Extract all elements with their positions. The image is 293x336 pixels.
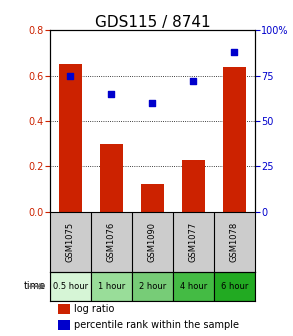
Text: GSM1077: GSM1077	[189, 222, 198, 262]
Text: 0.5 hour: 0.5 hour	[53, 282, 88, 291]
Bar	[141, 184, 163, 212]
Bar	[58, 304, 70, 314]
Text: GSM1078: GSM1078	[230, 222, 239, 262]
Text: percentile rank within the sample: percentile rank within the sample	[74, 320, 239, 330]
Point	[191, 78, 196, 84]
Bar	[50, 272, 91, 300]
Bar	[58, 320, 70, 330]
Point	[232, 49, 237, 55]
Text: GSM1075: GSM1075	[66, 222, 75, 262]
Point	[109, 91, 114, 96]
Bar	[91, 272, 132, 300]
Text: GSM1076: GSM1076	[107, 222, 116, 262]
Text: 1 hour: 1 hour	[98, 282, 125, 291]
Bar	[223, 67, 246, 212]
Title: GDS115 / 8741: GDS115 / 8741	[95, 15, 210, 30]
Point	[68, 73, 73, 78]
Bar	[173, 272, 214, 300]
Text: 2 hour: 2 hour	[139, 282, 166, 291]
Bar	[132, 272, 173, 300]
Bar	[214, 272, 255, 300]
Bar	[182, 160, 205, 212]
Text: 6 hour: 6 hour	[221, 282, 248, 291]
Point	[150, 100, 155, 106]
Bar	[59, 64, 81, 212]
Text: GSM1090: GSM1090	[148, 222, 157, 262]
Text: log ratio: log ratio	[74, 304, 115, 314]
Bar	[100, 144, 123, 212]
Text: time: time	[23, 281, 46, 291]
Text: 4 hour: 4 hour	[180, 282, 207, 291]
